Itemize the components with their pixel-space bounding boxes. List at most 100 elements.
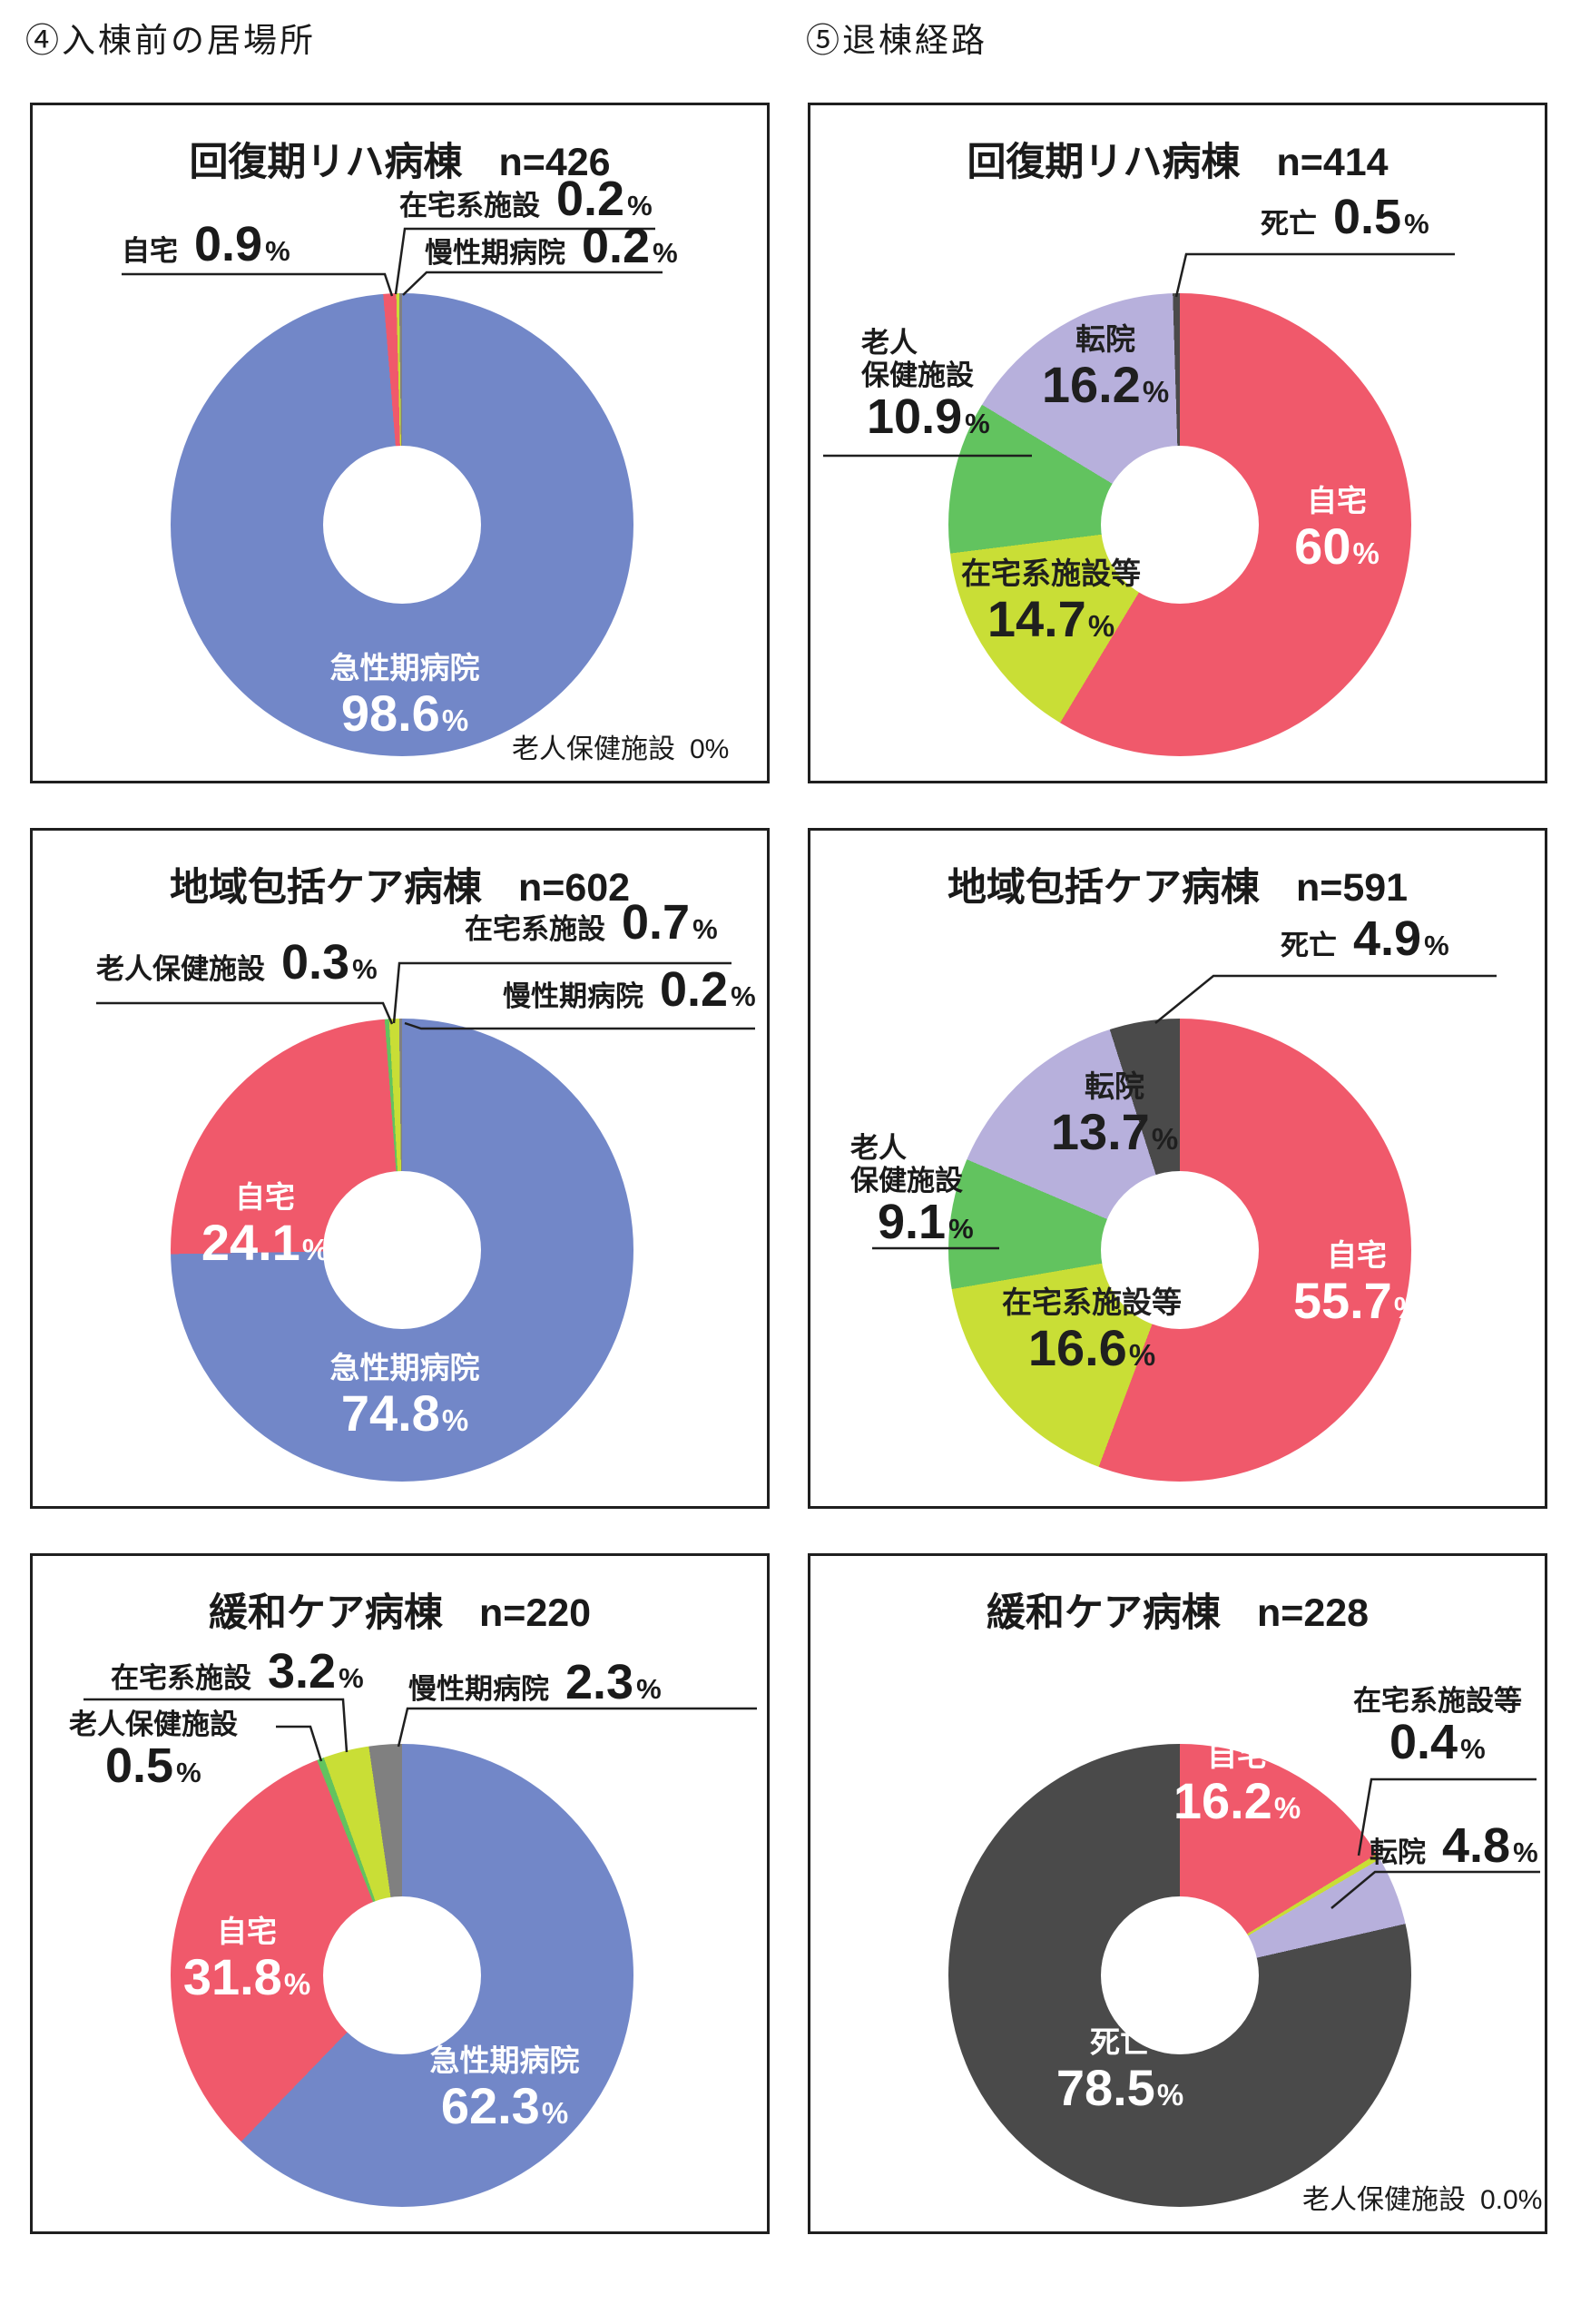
slice-value-number: 78.5 (1056, 2059, 1155, 2117)
callout-label: 老人保健施設 0.5% (69, 1709, 238, 1790)
slice-label: 自宅 55.7% (1293, 1238, 1420, 1330)
slice-label: 急性期病院 62.3% (429, 2043, 580, 2135)
callout-value: 4.9% (1353, 914, 1449, 963)
callout-label: 在宅系施設 0.7% (465, 898, 718, 947)
slice-value: 62.3% (440, 2077, 569, 2135)
percent-sign: % (1424, 930, 1449, 961)
donut-hole (1101, 1171, 1259, 1329)
leader-line (96, 1001, 394, 1025)
leader-lines (96, 961, 755, 1030)
slice-value: 31.8% (182, 1948, 311, 2006)
callout-text: 在宅系施設 (399, 190, 540, 222)
percent-sign: % (541, 2096, 569, 2131)
section-heading-left: ④入棟前の居場所 (25, 23, 316, 60)
callout-text: 慢性期病院 (425, 237, 565, 269)
chart-n-label: n=220 (478, 1591, 592, 1635)
callout-value-number: 0.5 (1333, 190, 1402, 244)
chart-panel: 地域包括ケア病棟 n=591 転院 13.7% 在宅系施設等 16.6% 自宅 55.7% 死亡… (808, 828, 1547, 1509)
percent-sign: % (1352, 537, 1380, 571)
slice-label: 転院 16.2% (1042, 322, 1169, 414)
slice-value: 24.1% (201, 1214, 329, 1272)
chart-n-label: n=414 (1276, 141, 1389, 184)
callout-value-number: 9.1 (878, 1194, 947, 1249)
donut-chart (171, 293, 633, 756)
percent-sign: % (1156, 2078, 1184, 2112)
slice-name: 急性期病院 (429, 2043, 580, 2078)
callout-label: 慢性期病院 0.2% (503, 965, 756, 1014)
zero-note-value: 0% (690, 734, 730, 764)
callout-text: 転院 (1370, 1837, 1426, 1868)
slice-label: 死亡 78.5% (1056, 2025, 1184, 2117)
callout-text: 死亡 (1281, 930, 1337, 961)
leader-lines (872, 974, 1497, 1250)
callout-text: 死亡 (1261, 208, 1317, 240)
slice-label: 自宅 60% (1294, 484, 1380, 576)
percent-sign: % (1273, 1791, 1301, 1826)
slice-name: 転院 (1085, 1069, 1144, 1104)
leader-lines (823, 252, 1455, 458)
leader-line (1154, 974, 1497, 1024)
percent-sign: % (352, 953, 378, 985)
percent-sign: % (265, 235, 290, 267)
callout-value-number: 0.2 (660, 962, 729, 1017)
percent-sign: % (627, 190, 653, 222)
slice-label: 急性期病院 74.8% (330, 1351, 480, 1443)
leader-lines (122, 227, 663, 297)
donut-chart (948, 1744, 1411, 2207)
callout-text: 慢性期病院 (503, 980, 643, 1012)
slice-value-number: 24.1 (201, 1214, 300, 1272)
percent-sign: % (636, 1673, 662, 1705)
chart-title: 地域包括ケア病棟 n=602 (33, 856, 767, 912)
callout-text: 在宅系施設 (111, 1662, 251, 1694)
slice-value: 16.2% (1173, 1772, 1301, 1830)
chart-panel: 緩和ケア病棟 n=228 自宅 16.2% 死亡 78.5% 在宅系施設等 0.4% 転院 4.8… (808, 1553, 1547, 2234)
callout-value: 0.5% (105, 1741, 201, 1790)
chart-n-label: n=602 (517, 866, 631, 910)
callout-value-number: 0.9 (194, 217, 263, 271)
slice-name: 在宅系施設等 (961, 556, 1141, 591)
leader-lines (83, 1698, 757, 1762)
slice-label: 在宅系施設等 14.7% (961, 556, 1141, 648)
percent-sign: % (653, 237, 678, 269)
callout-text: 老人 (861, 327, 918, 359)
donut-hole (1101, 1896, 1259, 2054)
callout-label: 老人 保健施設 10.9% (861, 327, 990, 441)
percent-sign: % (965, 407, 990, 439)
slice-value-number: 31.8 (182, 1948, 282, 2006)
zero-note-text: 老人保健施設 (512, 734, 675, 764)
callout-value: 0.4% (1389, 1718, 1486, 1767)
percent-sign: % (441, 1403, 469, 1438)
callout-text: 保健施設 (850, 1164, 963, 1196)
callout-text: 在宅系施設 (465, 913, 605, 945)
zero-note-value: 0.0% (1480, 2185, 1543, 2215)
zero-note: 老人保健施設 0% (512, 726, 729, 766)
slice-label: 転院 13.7% (1051, 1069, 1178, 1161)
callout-text: 老人 (850, 1132, 907, 1164)
percent-sign: % (283, 1967, 311, 2002)
slice-name: 転院 (1075, 322, 1135, 357)
callout-label: 在宅系施設等 0.4% (1353, 1685, 1522, 1767)
callout-value-number: 0.2 (556, 172, 625, 226)
chart-panel: 地域包括ケア病棟 n=602 自宅 24.1% 急性期病院 74.8% 在宅系施設 0.7% 老… (30, 828, 770, 1509)
slice-value-number: 62.3 (440, 2077, 540, 2135)
donut-chart (948, 293, 1411, 756)
callout-text: 自宅 (122, 235, 178, 267)
percent-sign: % (301, 1233, 329, 1267)
percent-sign: % (1404, 208, 1429, 240)
slice-value-number: 98.6 (340, 684, 440, 743)
slice-value: 16.6% (1027, 1319, 1155, 1377)
callout-label: 転院 4.8% (1370, 1821, 1538, 1870)
slice-value: 13.7% (1051, 1103, 1178, 1161)
donut-hole (1101, 446, 1259, 604)
callout-value: 0.5% (1333, 192, 1429, 241)
callout-label: 老人 保健施設 9.1% (850, 1132, 974, 1246)
slice-value-number: 16.6 (1027, 1319, 1127, 1377)
slice-value: 14.7% (987, 590, 1114, 648)
percent-sign: % (731, 980, 756, 1012)
callout-text: 保健施設 (861, 359, 974, 391)
callout-text: 慢性期病院 (408, 1673, 549, 1705)
slice-label: 急性期病院 98.6% (330, 651, 480, 743)
chart-title-text: 地域包括ケア病棟 (947, 866, 1260, 910)
callout-value-number: 0.2 (582, 219, 651, 273)
leader-lines (1330, 1777, 1540, 1909)
